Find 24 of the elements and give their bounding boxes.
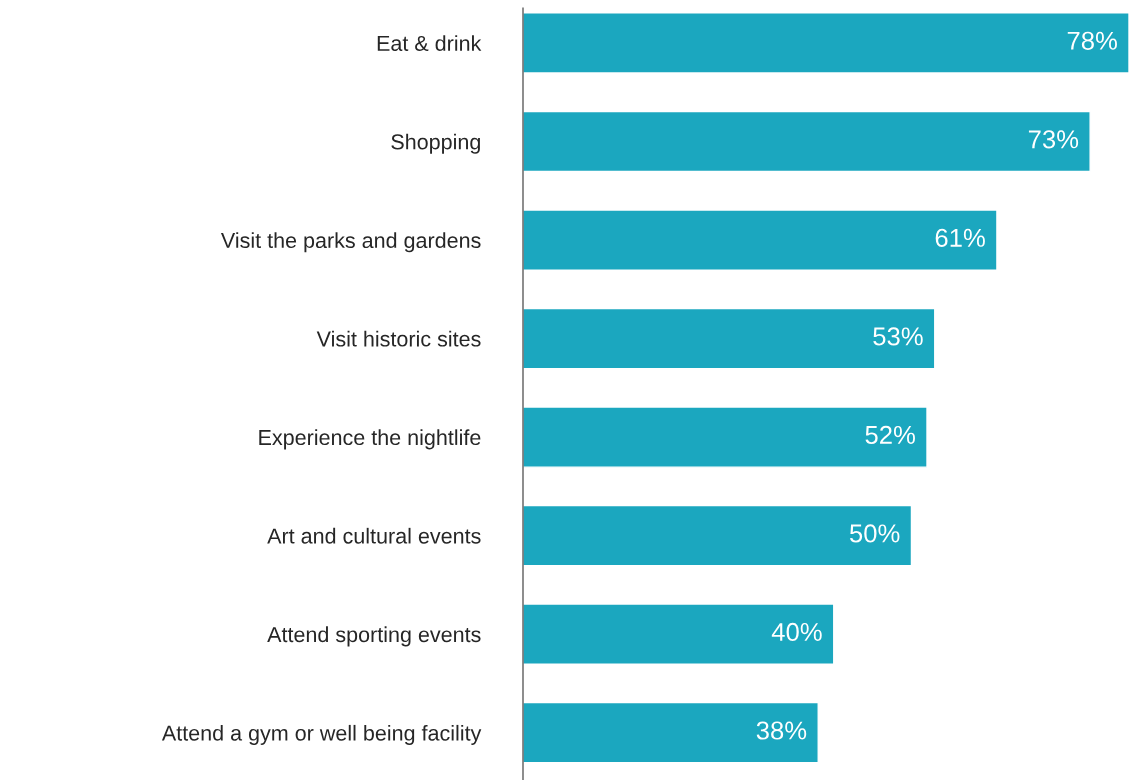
data-label: 61% (935, 228, 985, 247)
data-label: 38% (756, 721, 807, 740)
bar (523, 406, 928, 468)
data-label: 50% (849, 524, 900, 543)
y-tick-label: Art and cultural events (267, 527, 481, 544)
data-label: 52% (865, 425, 915, 445)
data-label: 40% (771, 622, 822, 642)
bar (523, 504, 913, 567)
data-label: 53% (873, 327, 923, 346)
y-tick-label: Shopping (391, 133, 480, 154)
bar (523, 110, 1091, 173)
y-tick-label: Experience the nightlife (259, 429, 481, 450)
data-label: 78% (1067, 31, 1117, 50)
y-tick-label: Visit historic sites (316, 330, 481, 347)
y-tick-label: Attend sporting events (267, 626, 481, 647)
bar (523, 209, 998, 271)
data-label: 73% (1028, 130, 1079, 149)
y-tick-label: Eat & drink (377, 35, 482, 51)
bar (523, 701, 819, 764)
y-tick-label: Attend a gym or well being facility (161, 724, 482, 745)
y-tick-label: Visit the parks and gardens (220, 232, 481, 253)
bar (523, 12, 1129, 74)
bar (523, 307, 936, 370)
bar (523, 603, 835, 665)
